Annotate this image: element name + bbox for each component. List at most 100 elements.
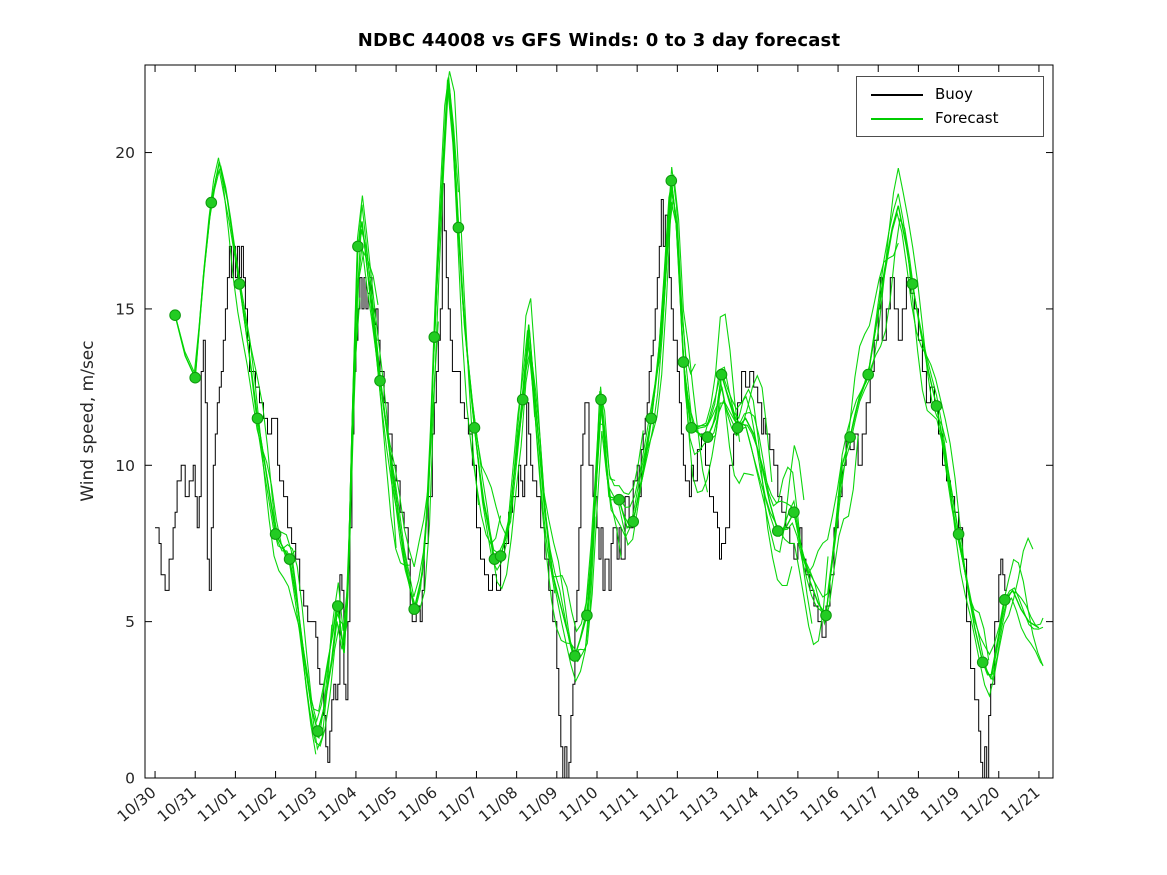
forecast-run-line bbox=[825, 167, 948, 616]
forecast-run-line bbox=[982, 590, 1044, 676]
forecast-marker bbox=[844, 431, 856, 443]
forecast-run-line bbox=[256, 250, 379, 747]
forecast-marker bbox=[516, 393, 529, 406]
forecast-marker bbox=[645, 412, 658, 425]
y-tick-label: 0 bbox=[125, 770, 135, 788]
forecast-marker bbox=[374, 375, 386, 387]
forecast-marker bbox=[595, 393, 607, 406]
forecast-marker bbox=[772, 525, 784, 537]
y-tick-label: 15 bbox=[115, 300, 135, 318]
forecast-marker bbox=[665, 174, 678, 187]
legend-label-buoy: Buoy bbox=[935, 85, 973, 103]
forecast-run-line bbox=[670, 180, 793, 587]
forecast-run-line bbox=[911, 283, 1034, 698]
forecast-marker bbox=[701, 431, 714, 443]
forecast-line-sample bbox=[871, 117, 923, 120]
forecast-run-line bbox=[707, 372, 829, 646]
forecast-marker bbox=[613, 493, 625, 506]
forecast-marker bbox=[332, 600, 344, 612]
forecast-run-line bbox=[867, 211, 990, 661]
x-tick-label: 11/18 bbox=[877, 783, 923, 826]
legend: Buoy Forecast bbox=[856, 76, 1044, 137]
forecast-marker bbox=[715, 368, 728, 381]
forecast-run-line bbox=[849, 193, 972, 606]
forecast-marker bbox=[952, 528, 965, 540]
x-tick-label: 11/13 bbox=[676, 783, 722, 826]
x-tick-label: 11/11 bbox=[596, 783, 642, 826]
forecast-run-line bbox=[238, 283, 361, 724]
forecast-marker bbox=[906, 278, 919, 290]
x-tick-label: 11/07 bbox=[435, 783, 481, 826]
forecast-run-line bbox=[682, 362, 805, 553]
forecast-marker bbox=[408, 603, 421, 615]
forecast-marker bbox=[352, 240, 364, 253]
y-tick-label: 20 bbox=[115, 144, 135, 162]
legend-entry-buoy: Buoy bbox=[871, 87, 1029, 102]
x-tick-label: 11/17 bbox=[837, 783, 883, 826]
x-tick-label: 11/16 bbox=[797, 783, 843, 826]
x-tick-label: 11/03 bbox=[275, 783, 321, 826]
x-tick-label: 10/31 bbox=[154, 783, 200, 826]
forecast-marker bbox=[976, 656, 989, 669]
forecast-marker bbox=[569, 650, 581, 662]
forecast-run-line bbox=[174, 157, 297, 559]
forecast-marker bbox=[169, 309, 181, 322]
buoy-line-sample bbox=[871, 93, 923, 96]
forecast-run-line bbox=[1004, 587, 1044, 630]
forecast-marker bbox=[627, 515, 640, 528]
legend-entry-forecast: Forecast bbox=[871, 111, 1029, 126]
x-tick-label: 11/04 bbox=[315, 783, 361, 826]
x-tick-label: 11/06 bbox=[395, 783, 441, 826]
chart-title: NDBC 44008 vs GFS Winds: 0 to 3 day fore… bbox=[357, 30, 841, 51]
x-tick-label: 11/10 bbox=[556, 783, 602, 826]
forecast-marker bbox=[677, 356, 690, 368]
buoy-series-line bbox=[155, 183, 1007, 779]
forecast-marker bbox=[452, 221, 465, 234]
forecast-marker bbox=[233, 278, 246, 290]
y-tick-label: 10 bbox=[115, 457, 135, 475]
x-tick-label: 11/01 bbox=[194, 783, 240, 826]
forecast-marker bbox=[731, 422, 744, 434]
x-tick-label: 11/09 bbox=[516, 783, 562, 826]
forecast-marker bbox=[468, 422, 481, 434]
axes-box bbox=[144, 64, 1054, 779]
forecast-marker bbox=[283, 553, 296, 565]
forecast-run-line bbox=[433, 77, 556, 594]
x-tick-label: 11/14 bbox=[716, 783, 762, 826]
forecast-marker bbox=[930, 400, 943, 412]
forecast-run-line bbox=[777, 242, 899, 616]
forecast-marker bbox=[494, 550, 507, 562]
legend-label-forecast: Forecast bbox=[935, 109, 999, 127]
forecast-run-line bbox=[275, 195, 397, 740]
forecast-run-line bbox=[935, 405, 1044, 667]
forecast-marker bbox=[999, 594, 1011, 606]
x-tick-label: 11/19 bbox=[917, 783, 963, 826]
x-tick-label: 11/02 bbox=[234, 783, 280, 826]
forecast-marker bbox=[251, 412, 264, 425]
forecast-run-line bbox=[793, 217, 915, 598]
forecast-run-line bbox=[958, 534, 1044, 681]
forecast-marker bbox=[820, 609, 832, 622]
forecast-run-line bbox=[194, 170, 317, 755]
forecast-marker bbox=[581, 609, 593, 622]
x-tick-label: 11/21 bbox=[998, 783, 1044, 826]
x-tick-label: 11/08 bbox=[475, 783, 521, 826]
x-tick-label: 11/15 bbox=[757, 783, 803, 826]
forecast-marker bbox=[428, 331, 441, 343]
forecast-marker bbox=[685, 422, 698, 434]
forecast-marker bbox=[862, 368, 875, 381]
forecast-run-line bbox=[413, 89, 536, 610]
forecast-marker bbox=[189, 371, 201, 384]
forecast-marker bbox=[269, 528, 282, 540]
forecast-marker bbox=[788, 506, 800, 519]
forecast-run-line bbox=[357, 71, 480, 610]
forecast-marker bbox=[205, 196, 218, 209]
x-tick-label: 10/30 bbox=[114, 783, 160, 826]
y-tick-label: 5 bbox=[125, 613, 135, 631]
x-tick-label: 11/05 bbox=[355, 783, 401, 826]
forecast-marker bbox=[312, 725, 324, 737]
x-tick-label: 11/20 bbox=[958, 783, 1004, 826]
x-tick-label: 11/12 bbox=[636, 783, 682, 826]
